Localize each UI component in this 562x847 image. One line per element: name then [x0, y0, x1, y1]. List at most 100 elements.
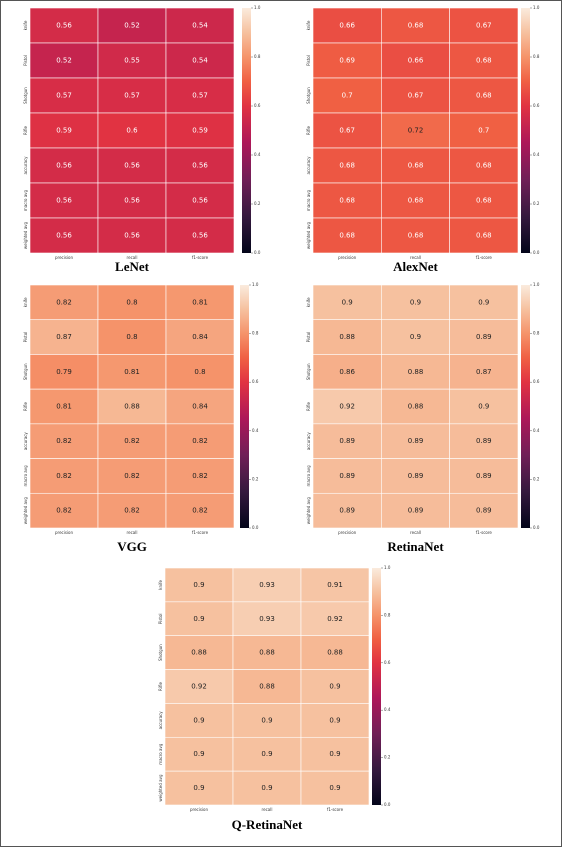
x-tick-label: recall	[127, 530, 138, 535]
colorbar-tick-label: 0.0	[533, 250, 540, 255]
heatmap-cell	[449, 112, 519, 149]
cell-label: 0.68	[476, 92, 492, 100]
heatmap-cell	[300, 635, 370, 670]
y-tick-label: Pistol	[23, 332, 28, 343]
x-tick-label: precision	[55, 255, 74, 260]
heatmap-cell	[449, 423, 519, 459]
cell-label: 0.89	[476, 507, 492, 515]
heatmap-cell	[29, 147, 99, 184]
cell-label: 0.82	[56, 507, 72, 515]
heatmap-cell	[97, 284, 167, 321]
x-tick-label: f1-score	[476, 255, 493, 260]
heatmap-cell	[449, 42, 519, 79]
heatmap-cell	[449, 388, 519, 425]
colorbar-tick-label: 0.6	[254, 103, 261, 108]
cell-label: 0.89	[476, 437, 492, 445]
heatmap-cell	[381, 77, 450, 114]
heatmap-cell	[165, 354, 235, 390]
heatmap-cell	[449, 147, 519, 184]
cell-label: 0.8	[126, 298, 137, 306]
cell-label: 0.7	[342, 92, 353, 100]
chart-title: AlexNet	[393, 259, 438, 274]
y-tick-label: Rifle	[158, 682, 163, 691]
colorbar-tick-label: 0.6	[533, 379, 540, 384]
cell-label: 0.82	[124, 472, 140, 480]
heatmap-cell	[29, 182, 99, 219]
cell-label: 0.91	[327, 581, 343, 589]
heatmap-cell	[165, 284, 235, 321]
cell-label: 0.68	[408, 232, 424, 240]
y-tick-label: accuracy	[158, 711, 163, 730]
heatmap-cell	[97, 492, 167, 529]
y-tick-label: Shotgun	[306, 363, 311, 380]
colorbar-tick-label: 0.0	[533, 525, 540, 530]
x-tick-label: recall	[410, 255, 421, 260]
chart-title: VGG	[117, 539, 147, 554]
y-tick-label: Shotgun	[158, 644, 163, 661]
heatmap-cell	[164, 669, 234, 704]
cell-label: 0.81	[124, 368, 140, 376]
cell-label: 0.9	[329, 716, 340, 724]
cell-label: 0.88	[408, 403, 424, 411]
cell-label: 0.9	[193, 784, 204, 792]
heatmap-cell	[29, 217, 99, 254]
cell-label: 0.68	[408, 22, 424, 30]
y-tick-label: macro avg	[306, 465, 311, 487]
x-tick-label: f1-score	[192, 255, 209, 260]
cell-label: 0.68	[476, 57, 492, 65]
cell-label: 0.69	[339, 57, 355, 65]
cell-label: 0.88	[124, 403, 140, 411]
colorbar-tick-label: 0.8	[533, 331, 540, 336]
cell-label: 0.68	[339, 162, 355, 170]
y-tick-label: Shotgun	[23, 363, 28, 380]
colorbar-tick-label: 0.2	[533, 476, 540, 481]
cell-label: 0.8	[194, 368, 205, 376]
cell-label: 0.54	[192, 57, 208, 65]
heatmap-cell	[29, 42, 99, 79]
heatmap-cell	[300, 703, 370, 738]
colorbar-tick-label: 0.0	[252, 525, 259, 530]
y-tick-label: Pistol	[23, 55, 28, 66]
cell-label: 0.59	[192, 127, 208, 135]
heatmap-cell	[165, 147, 235, 184]
colorbar-tick-label: 1.0	[254, 5, 261, 10]
heatmap-cell	[97, 458, 167, 494]
heatmap-cell	[449, 458, 519, 494]
cell-label: 0.57	[124, 92, 140, 100]
cell-label: 0.89	[476, 333, 492, 341]
x-tick-label: recall	[410, 530, 421, 535]
heatmap-cell	[165, 319, 235, 355]
cell-label: 0.79	[56, 368, 72, 376]
heatmap-cell	[312, 112, 382, 149]
x-tick-label: recall	[262, 807, 273, 812]
colorbar-tick-label: 0.4	[384, 707, 391, 712]
heatmap-cell	[449, 182, 519, 219]
cell-label: 0.93	[259, 615, 275, 623]
heatmap-cell	[312, 388, 382, 425]
chart-title: RetinaNet	[387, 539, 444, 554]
cell-label: 0.92	[191, 683, 207, 691]
y-tick-label: weighted avg	[158, 774, 163, 802]
colorbar-tick-label: 0.2	[252, 476, 259, 481]
cell-label: 0.56	[192, 197, 208, 205]
heatmap-cell	[312, 7, 382, 44]
cell-label: 0.92	[327, 615, 343, 623]
y-tick-label: knife	[23, 20, 28, 30]
heatmap-cell	[381, 423, 450, 459]
heatmap-cell	[232, 770, 302, 806]
cell-label: 0.52	[124, 22, 140, 30]
heatmap-cell	[29, 492, 99, 529]
cell-label: 0.84	[192, 403, 208, 411]
cell-label: 0.56	[192, 162, 208, 170]
cell-label: 0.6	[126, 127, 138, 135]
colorbar-tick-label: 0.6	[384, 660, 391, 665]
cell-label: 0.89	[408, 437, 424, 445]
x-tick-label: recall	[127, 255, 138, 260]
cell-label: 0.93	[259, 581, 275, 589]
y-tick-label: weighted avg	[306, 221, 311, 249]
heatmap-cell	[449, 354, 519, 390]
cell-label: 0.67	[408, 92, 424, 100]
cell-label: 0.82	[124, 437, 140, 445]
cell-label: 0.68	[408, 197, 424, 205]
colorbar-tick-label: 0.4	[252, 428, 259, 433]
